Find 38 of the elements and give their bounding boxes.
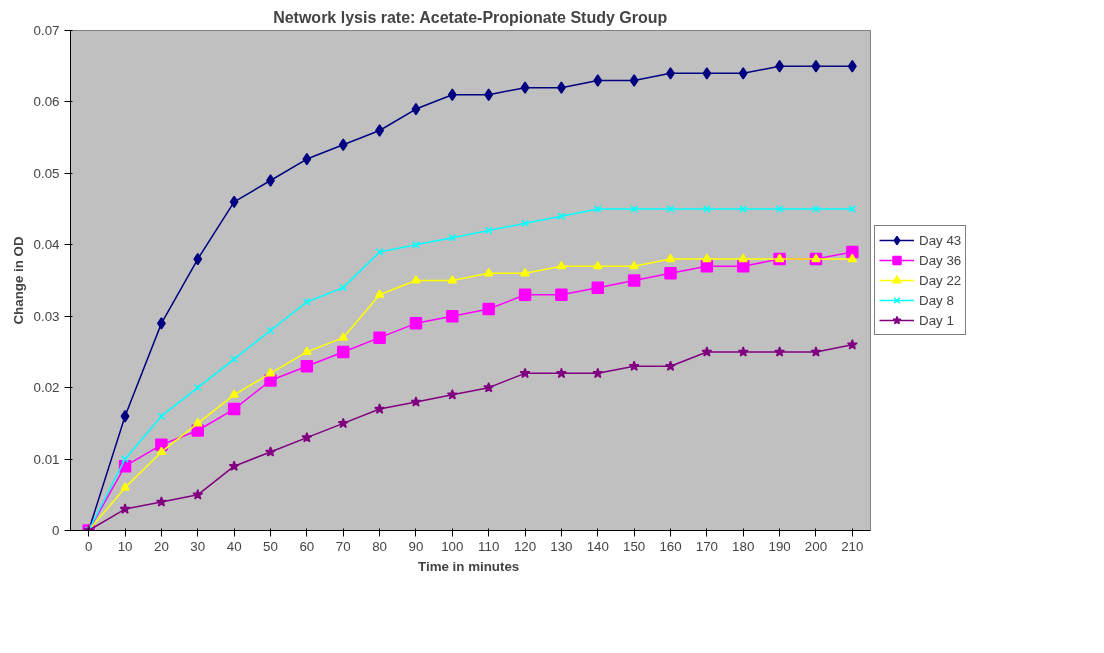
x-tick-label: 50: [263, 538, 278, 554]
legend-label: Day 43: [919, 232, 962, 248]
x-tick-label: 140: [586, 538, 609, 554]
y-tick-label: 0: [52, 523, 60, 538]
legend-label: Day 8: [919, 292, 954, 308]
legend-label: Day 36: [919, 252, 962, 268]
y-tick-label: 0.02: [33, 380, 60, 396]
x-axis-title: Time in minutes: [418, 558, 520, 574]
x-tick-label: 30: [190, 538, 206, 554]
legend-label: Day 1: [919, 312, 954, 328]
x-tick-label: 100: [441, 538, 464, 554]
x-tick-label: 120: [513, 538, 537, 554]
x-tick-label: 10: [117, 538, 133, 554]
x-tick-label: 210: [841, 538, 864, 554]
y-tick-label: 0.07: [33, 23, 60, 38]
legend-label: Day 22: [919, 272, 962, 288]
x-tick-label: 80: [372, 538, 388, 554]
y-tick-label: 0.06: [33, 94, 60, 110]
x-tick-label: 90: [408, 538, 424, 554]
y-tick-label: 0.01: [33, 451, 60, 467]
y-tick-label: 0.04: [33, 237, 61, 253]
y-axis-title: Change in OD: [10, 236, 26, 325]
x-tick-label: 0: [84, 538, 93, 554]
x-tick-label: 40: [226, 538, 242, 554]
x-tick-label: 70: [335, 538, 351, 554]
x-tick-label: 180: [732, 538, 755, 554]
x-tick-label: 110: [478, 538, 500, 554]
x-tick-label: 200: [804, 538, 828, 554]
x-tick-label: 150: [623, 538, 646, 554]
y-tick-label: 0.03: [33, 308, 60, 324]
x-tick-label: 60: [299, 538, 315, 554]
chart-title: Network lysis rate: Acetate-Propionate Study Group: [273, 8, 668, 26]
x-tick-label: 130: [550, 538, 573, 554]
x-tick-label: 170: [695, 538, 718, 554]
x-tick-label: 20: [154, 538, 169, 554]
x-tick-label: 190: [768, 538, 791, 554]
y-tick-label: 0.05: [33, 165, 60, 181]
x-tick-label: 160: [659, 538, 682, 554]
